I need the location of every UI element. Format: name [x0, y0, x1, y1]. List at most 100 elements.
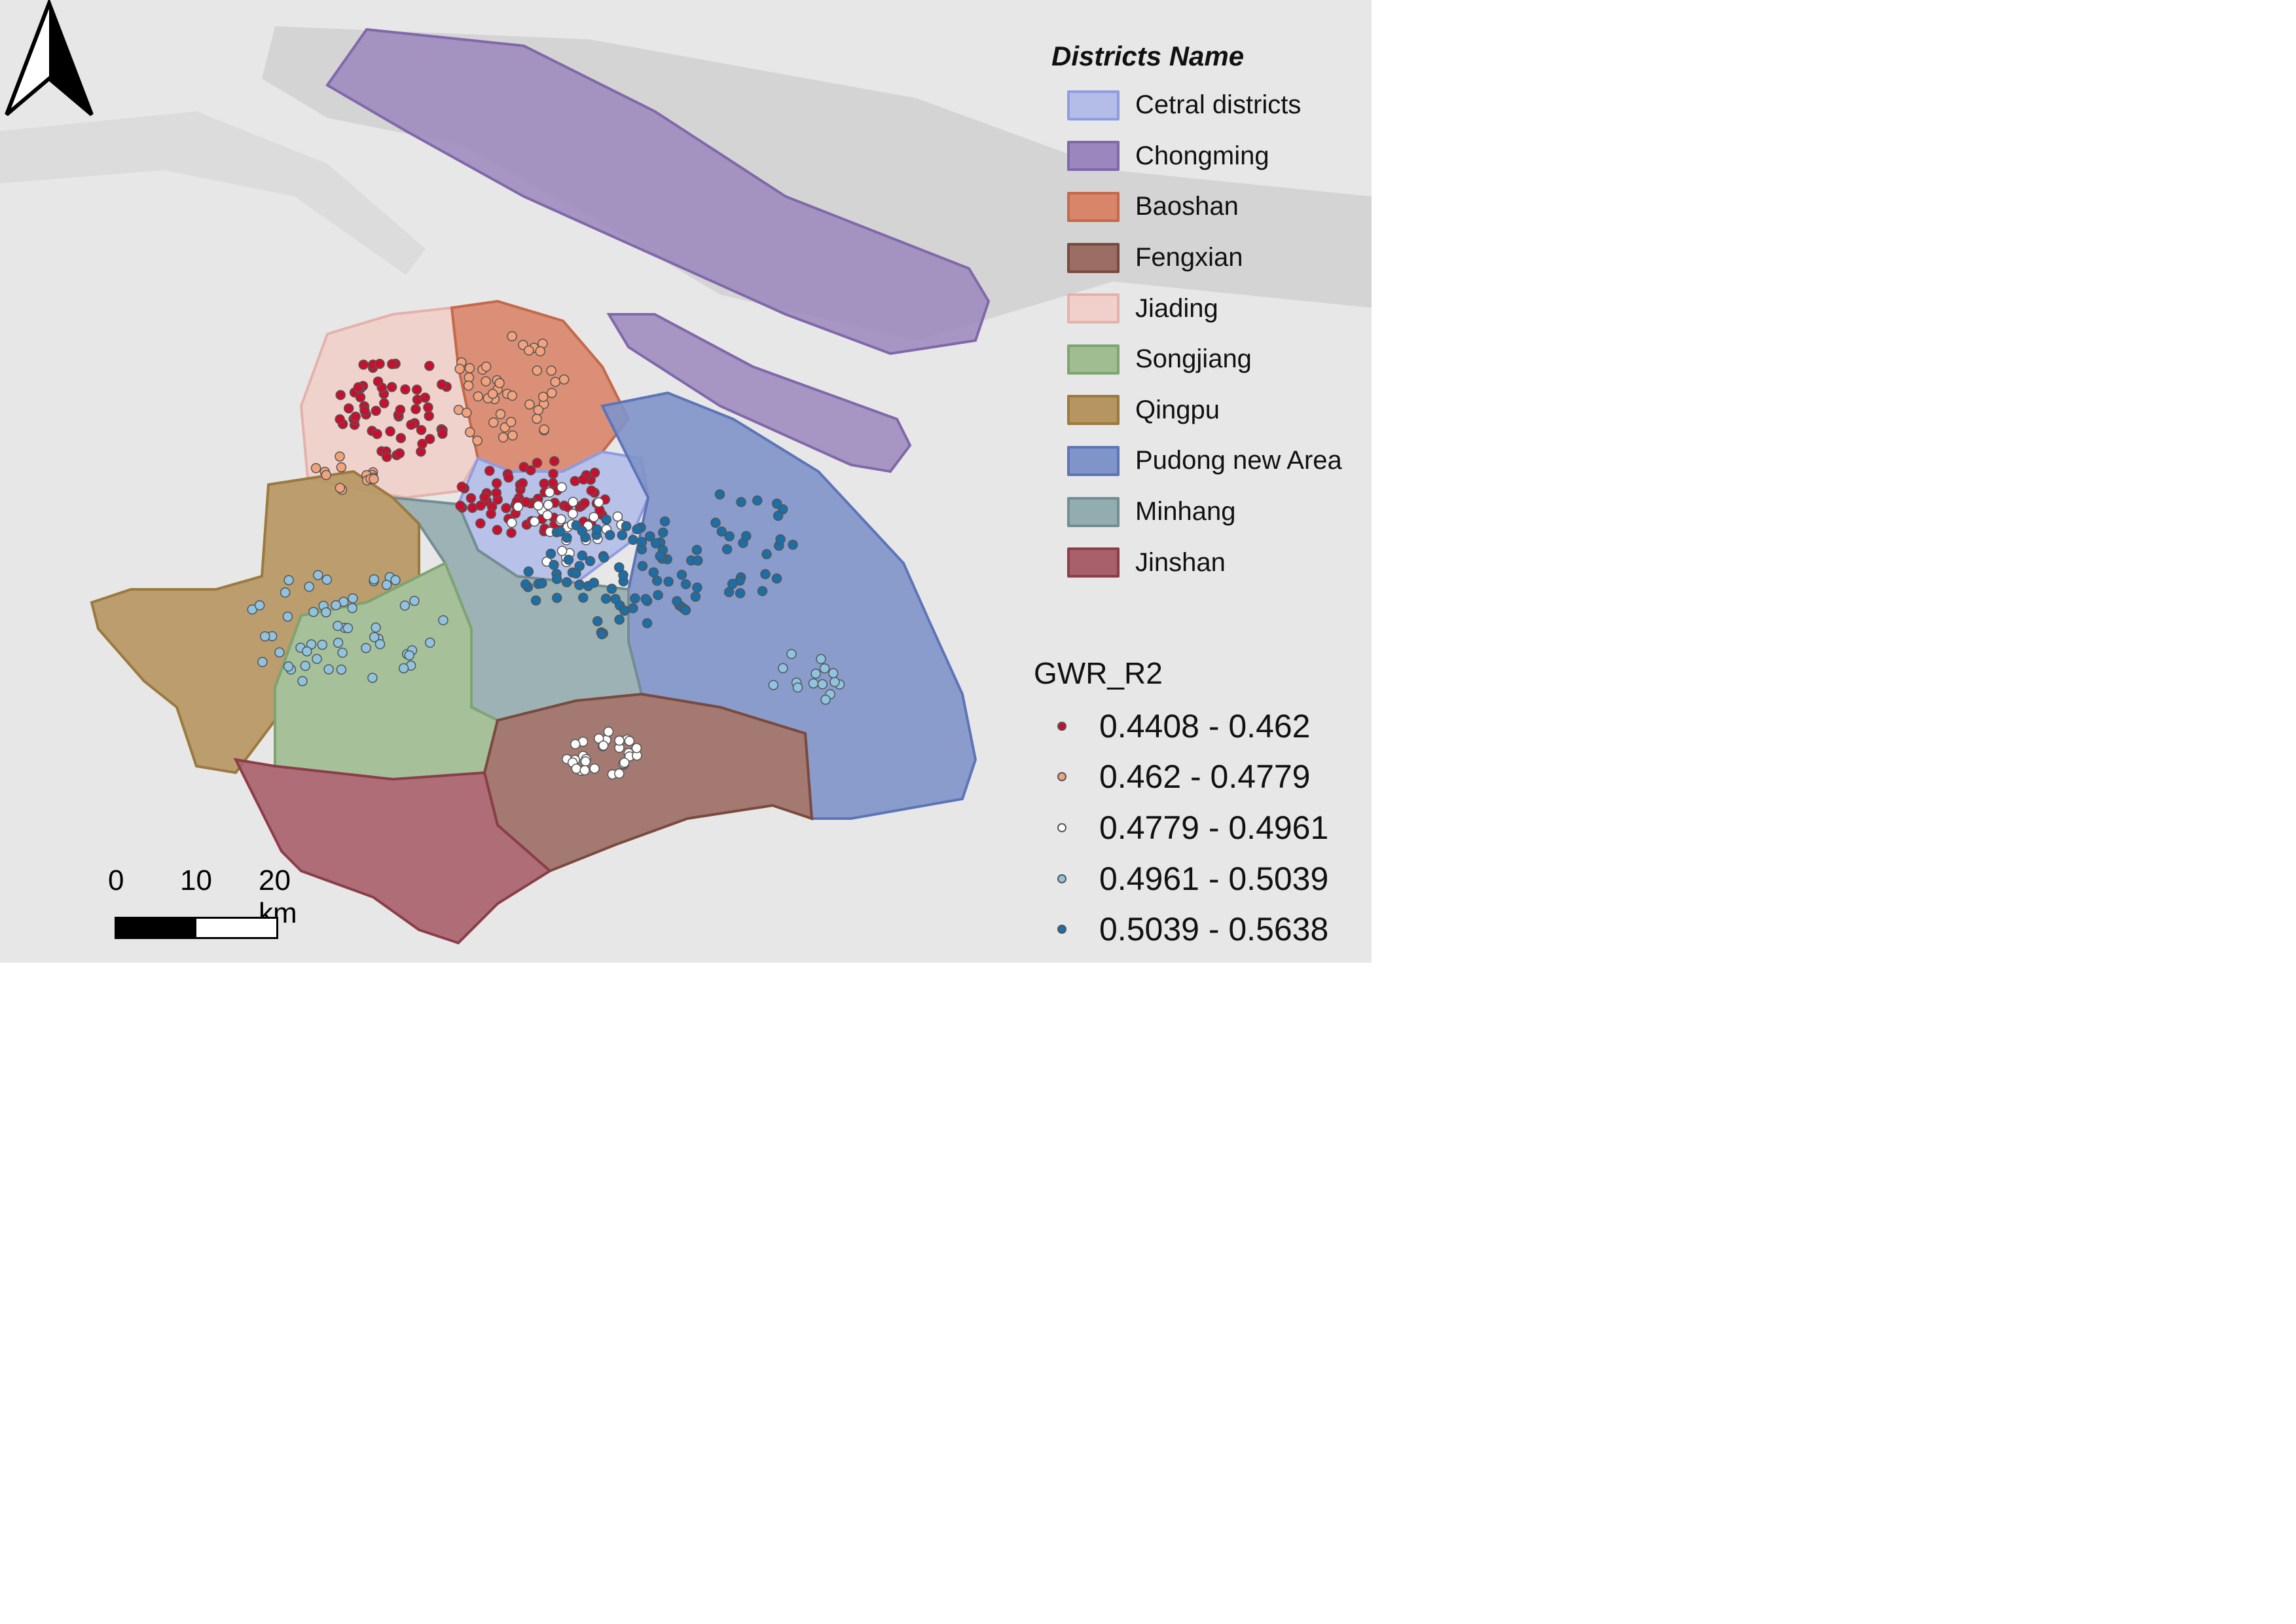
r2-sample-point — [425, 637, 435, 648]
r2-sample-point — [404, 650, 414, 661]
r2-sample-point — [817, 679, 828, 690]
r2-sample-point — [624, 735, 635, 747]
r2-sample-point — [672, 596, 682, 606]
district-legend-item[interactable]: Jinshan — [1048, 537, 1362, 588]
r2-sample-point — [650, 538, 661, 549]
r2-sample-point — [771, 498, 782, 509]
r2-sample-point — [406, 419, 416, 430]
r2-sample-point — [387, 359, 397, 369]
r2-sample-point — [498, 432, 509, 443]
jinshan-district[interactable] — [233, 758, 553, 945]
r2-sample-point — [371, 405, 382, 416]
r2-legend-item[interactable]: 0.4779 - 0.4961 — [1031, 802, 1372, 853]
scale-tick-10: 10 — [180, 864, 212, 896]
r2-sample-point — [614, 768, 625, 779]
chongming-island[interactable] — [325, 28, 991, 356]
r2-sample-point — [331, 600, 341, 610]
r2-sample-point — [771, 573, 782, 584]
district-legend-item[interactable]: Pudong new Area — [1048, 435, 1362, 487]
r2-sample-point — [465, 492, 477, 504]
r2-sample-point — [532, 458, 543, 468]
r2-sample-point — [282, 611, 293, 622]
r2-legend-item[interactable]: 0.462 - 0.4779 — [1031, 752, 1372, 803]
r2-sample-point — [543, 500, 554, 510]
r2-sample-point — [663, 576, 674, 587]
r2-sample-point — [308, 606, 319, 618]
r2-legend-item[interactable]: 0.5039 - 0.5638 — [1031, 904, 1372, 955]
district-label: Minhang — [1135, 497, 1236, 526]
r2-sample-point — [642, 618, 653, 629]
r2-sample-point — [775, 534, 786, 545]
r2-sample-point — [533, 500, 543, 511]
r2-sample-point — [399, 600, 410, 611]
r2-sample-point — [424, 361, 435, 371]
r2-sample-point — [336, 664, 347, 675]
district-label: Baoshan — [1135, 192, 1239, 221]
r2-sample-point — [828, 668, 839, 678]
r2-sample-point — [539, 478, 549, 489]
district-legend-item[interactable]: Chongming — [1048, 131, 1362, 182]
r2-sample-point — [596, 629, 608, 640]
district-swatch — [1067, 344, 1120, 375]
r2-sample-point — [691, 545, 702, 555]
district-legend-item[interactable]: Minhang — [1048, 487, 1362, 538]
r2-sample-point — [479, 492, 490, 503]
r2-sample-point — [297, 676, 308, 686]
r2-sample-point — [488, 417, 499, 428]
r2-sample-point — [506, 517, 517, 528]
r2-sample-point — [578, 474, 589, 485]
r2-sample-point — [593, 733, 604, 744]
fengxian-district[interactable] — [483, 692, 814, 873]
district-legend-item[interactable]: Cetral districts — [1048, 80, 1362, 131]
r2-sample-point — [721, 544, 733, 555]
district-legend-title: Districts Name — [1051, 41, 1245, 71]
r2-sample-point — [517, 478, 528, 489]
r2-sample-point — [481, 376, 491, 387]
district-label: Fengxian — [1135, 243, 1243, 272]
r2-sample-point — [548, 468, 558, 479]
r2-sample-point — [819, 663, 830, 674]
district-legend-item[interactable]: Fengxian — [1048, 232, 1362, 284]
r2-sample-point — [562, 532, 572, 543]
r2-sample-point — [475, 500, 486, 511]
r2-sample-point — [690, 591, 701, 602]
r2-sample-point — [463, 380, 474, 391]
r2-legend-item[interactable]: 0.4408 - 0.462 — [1031, 701, 1372, 752]
r2-sample-point — [462, 407, 472, 418]
district-legend-item[interactable]: Qingpu — [1048, 385, 1362, 436]
r2-sample-point — [568, 508, 578, 519]
map-panel[interactable]: Districts Name Cetral districts Chongming… — [0, 0, 1372, 963]
district-legend-item[interactable]: Baoshan — [1048, 181, 1362, 232]
r2-sample-point — [505, 416, 517, 428]
r2-sample-point — [520, 579, 531, 590]
changxing-island[interactable] — [606, 313, 912, 473]
r2-sample-point — [302, 646, 312, 657]
r2-legend-item[interactable]: 0.4961 - 0.5039 — [1031, 853, 1372, 904]
r2-sample-point — [412, 384, 422, 395]
r2-sample-point — [503, 472, 514, 483]
r2-sample-point — [355, 392, 366, 403]
jiading-district[interactable] — [299, 306, 480, 500]
district-label: Qingpu — [1135, 395, 1220, 424]
district-legend-item[interactable]: Songjiang — [1048, 334, 1362, 385]
r2-sample-point — [454, 363, 465, 375]
r2-sample-point — [585, 556, 596, 566]
r2-sample-point — [735, 588, 746, 599]
r2-sample-point — [600, 593, 611, 604]
r2-sample-point — [760, 569, 771, 580]
qingpu-district[interactable] — [90, 470, 420, 775]
r2-sample-point — [300, 661, 311, 671]
district-swatch — [1067, 293, 1120, 324]
district-legend-item[interactable]: Jiading — [1048, 283, 1362, 334]
r2-sample-point — [556, 545, 568, 557]
r2-sample-point — [792, 682, 803, 693]
r2-sample-point — [437, 379, 447, 390]
r2-sample-point — [335, 390, 346, 400]
r2-sample-point — [423, 402, 433, 413]
r2-sample-point — [651, 576, 663, 586]
baoshan-district[interactable] — [450, 299, 630, 473]
r2-sample-point — [372, 429, 382, 439]
r2-sample-point — [373, 376, 384, 387]
r2-sample-point — [335, 414, 345, 425]
district-label: Cetral districts — [1135, 90, 1302, 120]
